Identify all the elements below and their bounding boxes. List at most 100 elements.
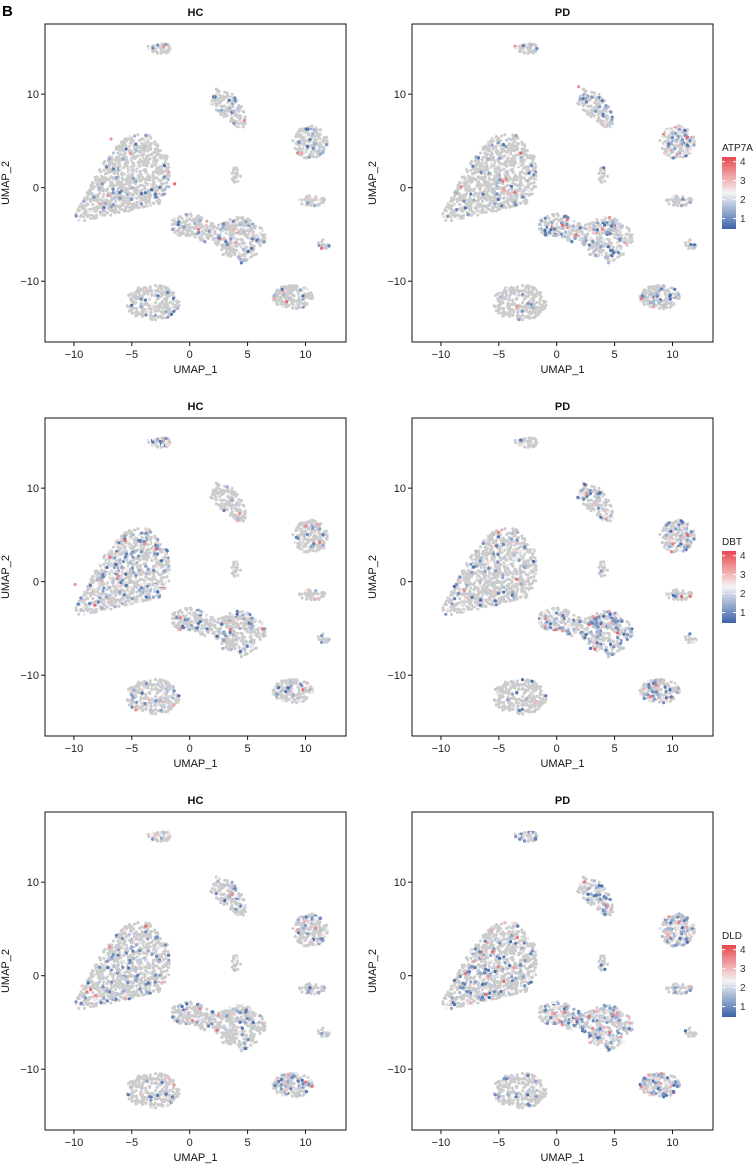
cell-point bbox=[308, 152, 312, 156]
cell-point bbox=[684, 243, 688, 248]
cell-point bbox=[141, 148, 145, 152]
expressing-cell-point bbox=[233, 96, 237, 100]
expressing-cell-point bbox=[311, 132, 315, 136]
expressing-cell-point bbox=[671, 195, 676, 199]
expressing-cell-point bbox=[552, 223, 557, 228]
expressing-cell-point bbox=[487, 171, 491, 175]
cell-point bbox=[487, 148, 492, 152]
cell-point bbox=[102, 192, 106, 196]
cell-point bbox=[83, 209, 87, 213]
expressing-cell-point bbox=[666, 298, 670, 302]
cell-point bbox=[662, 288, 666, 292]
expressing-cell-point bbox=[533, 290, 537, 294]
expressing-cell-point bbox=[501, 179, 505, 183]
cell-point bbox=[106, 585, 110, 589]
cell-point bbox=[237, 216, 241, 220]
cell-point bbox=[521, 318, 525, 322]
cell-point bbox=[165, 575, 169, 579]
expressing-cell-point bbox=[185, 213, 189, 217]
cell-point bbox=[281, 300, 285, 304]
expressing-cell-point bbox=[253, 225, 257, 229]
expressing-cell-point bbox=[172, 217, 177, 221]
cell-point bbox=[524, 149, 529, 153]
cell-point bbox=[587, 222, 591, 226]
cell-point bbox=[89, 200, 93, 204]
expressing-cell-point bbox=[251, 222, 255, 226]
expressing-cell-point bbox=[513, 190, 517, 195]
expressing-cell-point bbox=[651, 305, 656, 309]
cell-point bbox=[102, 556, 106, 560]
expressing-cell-point bbox=[162, 164, 167, 168]
expressing-cell-point bbox=[591, 231, 595, 235]
cell-point bbox=[315, 152, 319, 156]
cell-point bbox=[122, 138, 127, 142]
cell-point bbox=[459, 198, 463, 202]
expressing-cell-point bbox=[143, 287, 147, 292]
expressing-cell-point bbox=[673, 292, 677, 296]
expressing-cell-point bbox=[526, 301, 530, 305]
cell-point bbox=[135, 200, 139, 204]
x-axis-label: UMAP_1 bbox=[540, 364, 584, 376]
cell-point bbox=[513, 149, 517, 153]
expressing-cell-point bbox=[171, 296, 176, 300]
expressing-cell-point bbox=[500, 204, 504, 208]
cell-point bbox=[481, 207, 485, 211]
cell-point bbox=[687, 246, 691, 250]
expressing-cell-point bbox=[534, 170, 538, 174]
cell-point bbox=[103, 179, 107, 183]
expressing-cell-point bbox=[272, 296, 276, 301]
expressing-cell-point bbox=[255, 238, 259, 242]
cell-point bbox=[258, 243, 262, 247]
cell-point bbox=[517, 49, 522, 53]
cell-point bbox=[589, 104, 593, 108]
expressing-cell-point bbox=[300, 144, 304, 148]
cell-point bbox=[113, 199, 118, 203]
expressing-cell-point bbox=[585, 94, 590, 98]
cell-point bbox=[470, 179, 474, 183]
expressing-cell-point bbox=[507, 295, 511, 299]
cell-point bbox=[110, 198, 114, 202]
cell-point bbox=[148, 176, 152, 180]
cell-point bbox=[538, 291, 543, 295]
cell-point bbox=[456, 187, 460, 191]
cell-point bbox=[515, 314, 519, 318]
cell-point bbox=[664, 305, 668, 309]
cell-point bbox=[220, 248, 224, 252]
cell-point bbox=[484, 144, 488, 148]
cell-point bbox=[146, 292, 150, 296]
cell-point bbox=[92, 185, 96, 189]
expressing-cell-point bbox=[498, 156, 502, 160]
expressing-cell-point bbox=[210, 229, 214, 233]
cell-point bbox=[163, 292, 167, 296]
expressing-cell-point bbox=[235, 228, 239, 233]
cell-point bbox=[228, 217, 232, 222]
expressing-cell-point bbox=[231, 219, 235, 223]
expressing-cell-point bbox=[226, 230, 230, 234]
expressing-cell-point bbox=[321, 145, 325, 149]
cell-point bbox=[145, 178, 149, 182]
cell-point bbox=[160, 284, 164, 288]
expressing-cell-point bbox=[297, 293, 301, 297]
expressing-cell-point bbox=[605, 230, 610, 234]
cell-point bbox=[156, 288, 160, 292]
cell-point bbox=[147, 307, 151, 311]
cell-point bbox=[88, 197, 92, 201]
y-tick-label: 0 bbox=[400, 183, 406, 195]
expressing-cell-point bbox=[312, 142, 316, 146]
expressing-cell-point bbox=[304, 287, 308, 291]
expressing-cell-point bbox=[152, 289, 156, 293]
cell-point bbox=[87, 213, 91, 218]
cell-point bbox=[499, 299, 503, 303]
cell-point bbox=[137, 293, 141, 297]
expressing-cell-point bbox=[129, 174, 133, 178]
expressing-cell-point bbox=[655, 292, 659, 296]
cell-point bbox=[547, 216, 551, 221]
cell-point bbox=[123, 196, 127, 200]
cell-point bbox=[642, 302, 646, 307]
cell-point bbox=[131, 161, 135, 165]
expressing-cell-point bbox=[504, 194, 508, 198]
cell-point bbox=[590, 110, 594, 115]
cell-point bbox=[510, 204, 514, 208]
expressing-cell-point bbox=[491, 161, 495, 165]
